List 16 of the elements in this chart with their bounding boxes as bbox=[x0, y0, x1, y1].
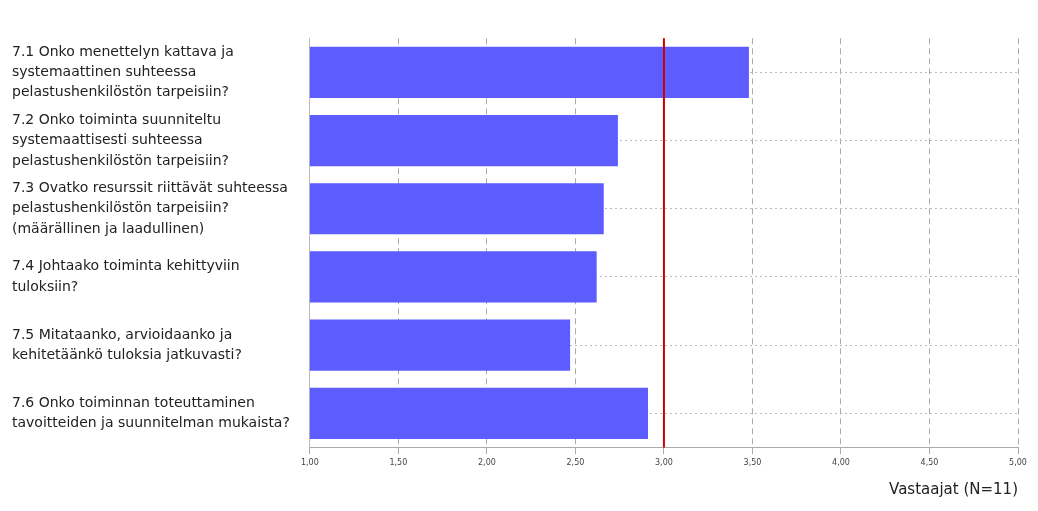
x-tick-label: 4,50 bbox=[920, 458, 939, 468]
x-tick-label: 3,50 bbox=[743, 458, 762, 468]
x-axis-title: Vastaajat (N=11) bbox=[889, 479, 1018, 498]
x-tick-label: 2,50 bbox=[566, 458, 585, 468]
x-tick-label: 3,00 bbox=[655, 458, 673, 468]
y-tick-label: 7.6 Onko toiminnan toteuttaminen tavoitteiden ja suunnitelman mukaista? bbox=[12, 393, 290, 431]
x-tick-label: 2,00 bbox=[478, 458, 496, 468]
y-tick-label: 7.5 Mitataanko, arvioidaanko ja kehitetäänkö tuloksia jatkuvasti? bbox=[12, 325, 242, 362]
x-tick-label: 1,00 bbox=[300, 458, 319, 468]
y-tick-label: 7.3 Ovatko resurssit riittävät suhteessa pelastushenkilöstön tarpeisiin? (määrällinen ja laadullinen) bbox=[12, 179, 288, 236]
y-tick-label: 7.2 Onko toiminta suunniteltu systemaattisesti suhteessa pelastushenkilöstön tarpeisiin? bbox=[12, 110, 229, 168]
x-tick-label: 1,50 bbox=[389, 458, 408, 468]
x-tick-label: 5,00 bbox=[1009, 458, 1027, 468]
y-tick-label: 7.4 Johtaako toiminta kehittyviin tuloksiin? bbox=[12, 257, 240, 294]
x-tick-label: 4,00 bbox=[832, 458, 850, 468]
y-tick-label: 7.1 Onko menettelyn kattava ja systemaattinen suhteessa pelastushenkilöstön tarpeisiin? bbox=[12, 42, 234, 100]
